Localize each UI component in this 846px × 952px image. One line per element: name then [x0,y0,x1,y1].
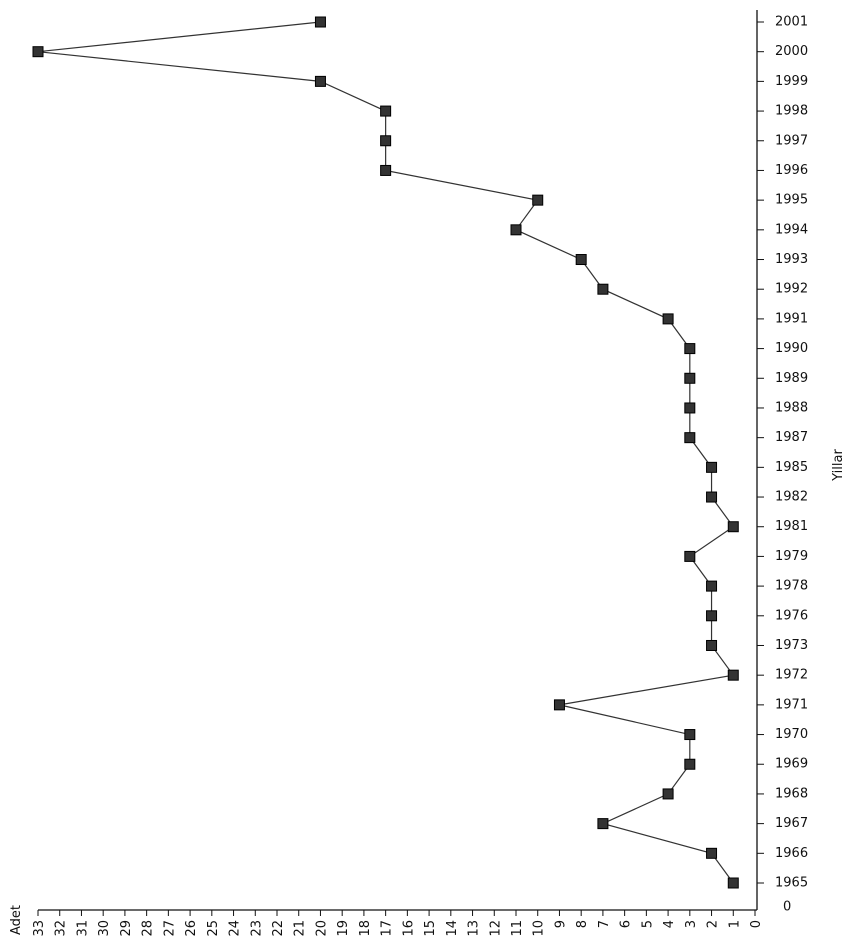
data-point [314,16,326,28]
y-tick-label: 1999 [775,74,808,89]
x-tick-label: 9 [553,920,568,928]
data-point [684,343,696,355]
data-point [706,639,718,651]
data-line [37,21,735,884]
data-point [510,224,522,236]
x-tick-label: 1 [727,920,742,928]
x-tick-label: 0 [749,920,764,928]
data-point [727,521,739,533]
x-tick-label: 8 [575,920,590,928]
y-tick-label: 1981 [775,519,808,534]
y-tick-label: 1976 [775,608,808,623]
data-point [684,550,696,562]
y-tick-label: 1987 [775,430,808,445]
data-point [706,847,718,859]
x-tick-label: 26 [184,920,199,937]
data-point [575,254,587,266]
data-point [32,46,44,58]
y-tick-label: 1966 [775,846,808,861]
x-tick-label: 31 [75,920,90,937]
data-point [684,402,696,414]
x-tick-label: 13 [467,920,482,937]
y-tick-label: 1993 [775,252,808,267]
x-tick-label: 19 [336,920,351,937]
y-tick-label: 1995 [775,193,808,208]
data-point [706,580,718,592]
x-tick-label: 15 [423,920,438,937]
x-tick-label: 14 [445,920,460,937]
y-tick-label: 1982 [775,490,808,505]
data-point [706,610,718,622]
y-tick-label: 1979 [775,549,808,564]
y-tick-label: 2001 [775,15,808,30]
x-tick-label: 17 [380,920,395,937]
x-axis-title: Adet [9,905,24,935]
data-point [727,877,739,889]
data-point [706,461,718,473]
x-tick-label: 23 [249,920,264,937]
y-tick-label: 1996 [775,163,808,178]
data-point [684,372,696,384]
y-tick-label: 1969 [775,757,808,772]
y-tick-label: 1985 [775,460,808,475]
y-tick-label: 1973 [775,638,808,653]
x-tick-label: 7 [597,920,612,928]
x-tick-label: 11 [510,920,525,937]
y-tick-label: 1970 [775,727,808,742]
x-tick-label: 4 [662,920,677,928]
x-tick-label: 27 [162,920,177,937]
data-point [553,699,565,711]
x-tick-label: 20 [314,920,329,937]
data-point [706,491,718,503]
x-tick-label: 21 [293,920,308,937]
data-point [684,729,696,741]
x-tick-label: 32 [54,920,69,937]
y-tick-label: 1997 [775,133,808,148]
data-point [532,194,544,206]
y-tick-label: 1978 [775,579,808,594]
data-point [662,788,674,800]
y-axis-title: Yillar [831,449,846,482]
y-tick-label: 1990 [775,341,808,356]
x-tick-label: 30 [97,920,112,937]
data-point [662,313,674,325]
x-tick-label: 28 [141,920,156,937]
x-tick-label: 22 [271,920,286,937]
data-point [380,164,392,176]
x-tick-label: 3 [684,920,699,928]
category-origin-label: 0 [783,900,791,915]
y-tick-label: 1989 [775,371,808,386]
data-point [380,105,392,117]
x-tick-label: 24 [228,920,243,937]
data-point [684,432,696,444]
data-point [684,758,696,770]
x-tick-label: 12 [488,920,503,937]
y-tick-label: 1968 [775,786,808,801]
x-tick-label: 5 [640,920,655,928]
y-tick-label: 1991 [775,311,808,326]
x-tick-label: 18 [358,920,373,937]
x-tick-label: 25 [206,920,221,937]
y-tick-label: 1972 [775,668,808,683]
y-tick-label: 1967 [775,816,808,831]
y-tick-label: 1992 [775,282,808,297]
y-tick-label: 1988 [775,400,808,415]
x-tick-label: 2 [706,920,721,928]
x-tick-label: 33 [32,920,47,937]
x-tick-label: 16 [401,920,416,937]
y-tick-label: 1994 [775,222,808,237]
data-point [597,283,609,295]
y-tick-label: 1965 [775,876,808,891]
y-tick-label: 1998 [775,104,808,119]
data-point [314,75,326,87]
x-tick-label: 6 [619,920,634,928]
data-point [727,669,739,681]
data-point [597,818,609,830]
x-tick-label: 29 [119,920,134,937]
x-tick-label: 10 [532,920,547,937]
y-tick-label: 1971 [775,697,808,712]
data-point [380,135,392,147]
y-tick-label: 2000 [775,44,808,59]
